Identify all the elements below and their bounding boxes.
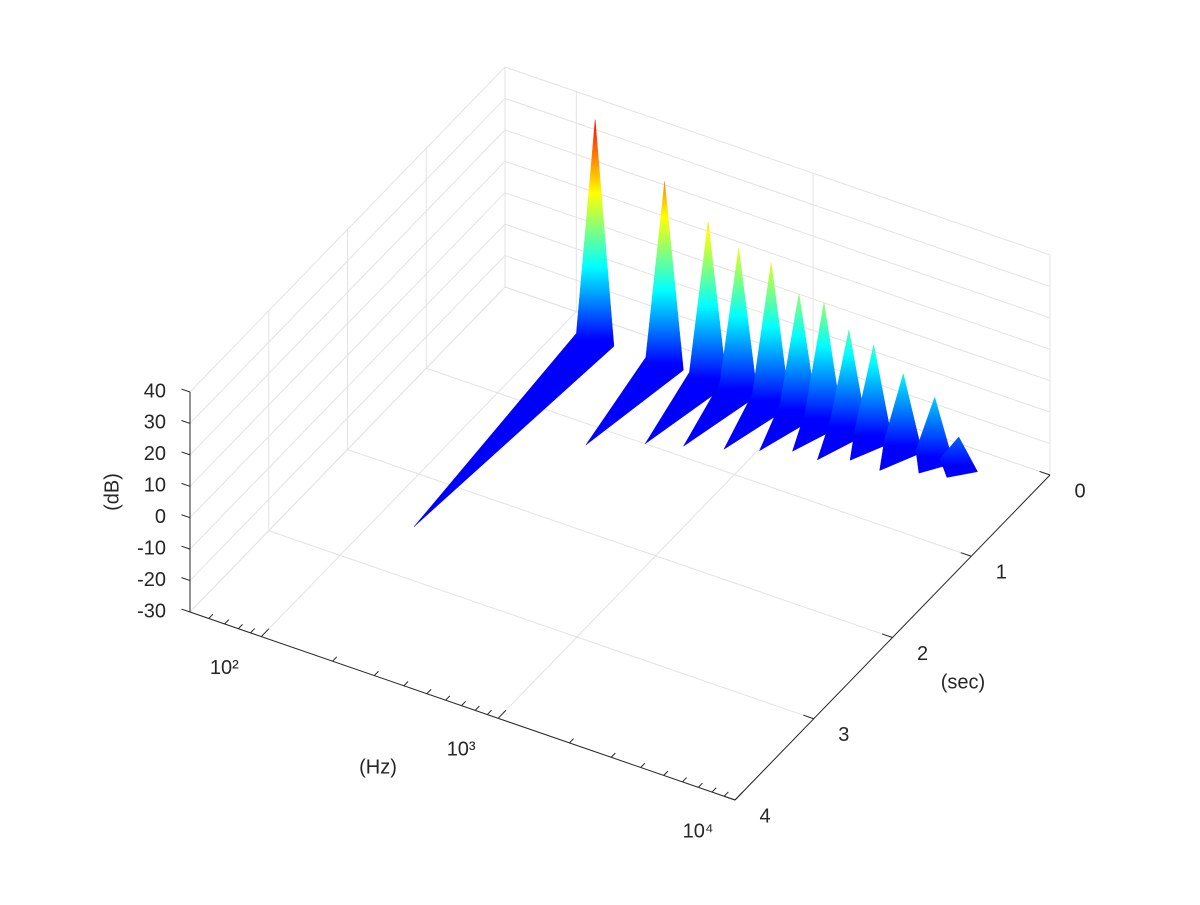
- x-minor-tick: [697, 782, 703, 788]
- x-axis: [189, 611, 736, 801]
- x-axis-label: (Hz): [359, 756, 397, 778]
- grid-line: [426, 367, 972, 557]
- ridge: [939, 436, 978, 478]
- z-tick: [181, 577, 191, 582]
- x-minor-tick: [250, 628, 255, 634]
- y-tick: [1039, 470, 1051, 476]
- y-tick-label: 4: [759, 805, 770, 827]
- grid-layer: [189, 66, 1051, 801]
- x-tick-label: 10³: [447, 739, 476, 761]
- x-minor-tick: [373, 670, 379, 676]
- x-minor-tick: [208, 613, 214, 619]
- z-axis-label: (dB): [101, 473, 123, 511]
- x-tick-label: 10²: [210, 657, 239, 679]
- x-minor-tick: [426, 689, 432, 695]
- z-tick-label: 10: [144, 475, 166, 497]
- z-tick-label: -10: [137, 537, 166, 559]
- x-minor-tick: [610, 752, 616, 758]
- x-minor-tick: [474, 705, 480, 711]
- grid-line: [189, 98, 506, 424]
- y-tick: [803, 714, 814, 720]
- y-axis-label: (sec): [941, 671, 985, 693]
- z-tick-label: -20: [137, 569, 166, 591]
- grid-line: [189, 66, 506, 393]
- x-minor-tick: [723, 791, 729, 797]
- axes-layer: -30 -20 -10 0 10 20 30 40 10² 10³ 10⁴ 0 1 2 3 4: [137, 380, 1085, 842]
- z-tick: [181, 388, 191, 393]
- box-edge: [189, 286, 506, 613]
- grid-line: [268, 530, 814, 720]
- x-minor-tick: [486, 709, 492, 715]
- x-minor-tick: [237, 624, 243, 630]
- x-minor-tick: [711, 787, 717, 793]
- grid-line: [189, 192, 506, 519]
- x-minor-tick: [682, 777, 687, 783]
- z-tick-label: 30: [144, 412, 166, 434]
- z-tick: [181, 420, 191, 424]
- z-tick-label: 40: [144, 380, 166, 402]
- z-tick-label: 20: [144, 443, 166, 465]
- y-tick-label: 0: [1074, 480, 1085, 502]
- z-tick-label: -30: [137, 600, 166, 622]
- y-tick: [881, 633, 893, 638]
- z-tick: [181, 545, 191, 550]
- ridge: [413, 119, 615, 527]
- grid-line: [189, 223, 506, 550]
- grid-line: [504, 66, 1051, 256]
- y-tick-label: 2: [917, 643, 928, 665]
- x-minor-tick: [461, 700, 466, 706]
- x-minor-tick: [445, 695, 451, 701]
- x-minor-tick: [224, 619, 230, 625]
- x-tick-label: 10⁴: [683, 820, 714, 842]
- x-tick: [497, 710, 507, 719]
- grid-line: [189, 160, 506, 487]
- z-tick: [181, 514, 191, 519]
- z-tick: [181, 608, 191, 613]
- y-tick: [960, 552, 972, 557]
- y-tick: [724, 795, 736, 801]
- surface-layer: [413, 119, 978, 527]
- z-tick-label: 0: [155, 506, 166, 528]
- ridge: [585, 181, 684, 446]
- grid-line: [347, 449, 893, 638]
- z-tick: [181, 451, 191, 456]
- x-tick: [260, 628, 270, 637]
- x-minor-tick: [403, 681, 409, 687]
- x-minor-tick: [332, 656, 338, 662]
- x-minor-tick: [569, 738, 574, 744]
- x-minor-tick: [663, 770, 669, 776]
- grid-line: [189, 255, 506, 581]
- x-tick: [734, 791, 744, 801]
- x-minor-tick: [640, 762, 646, 768]
- y-tick-label: 3: [838, 724, 849, 746]
- grid-line: [189, 129, 506, 456]
- z-tick: [181, 482, 191, 487]
- y-tick-label: 1: [996, 562, 1007, 584]
